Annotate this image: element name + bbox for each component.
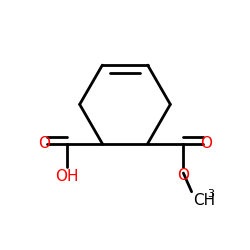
Text: O: O bbox=[200, 136, 212, 151]
Text: 3: 3 bbox=[207, 189, 214, 199]
Text: O: O bbox=[38, 136, 50, 151]
Text: OH: OH bbox=[55, 169, 78, 184]
Text: O: O bbox=[177, 168, 189, 183]
Text: CH: CH bbox=[193, 193, 215, 208]
